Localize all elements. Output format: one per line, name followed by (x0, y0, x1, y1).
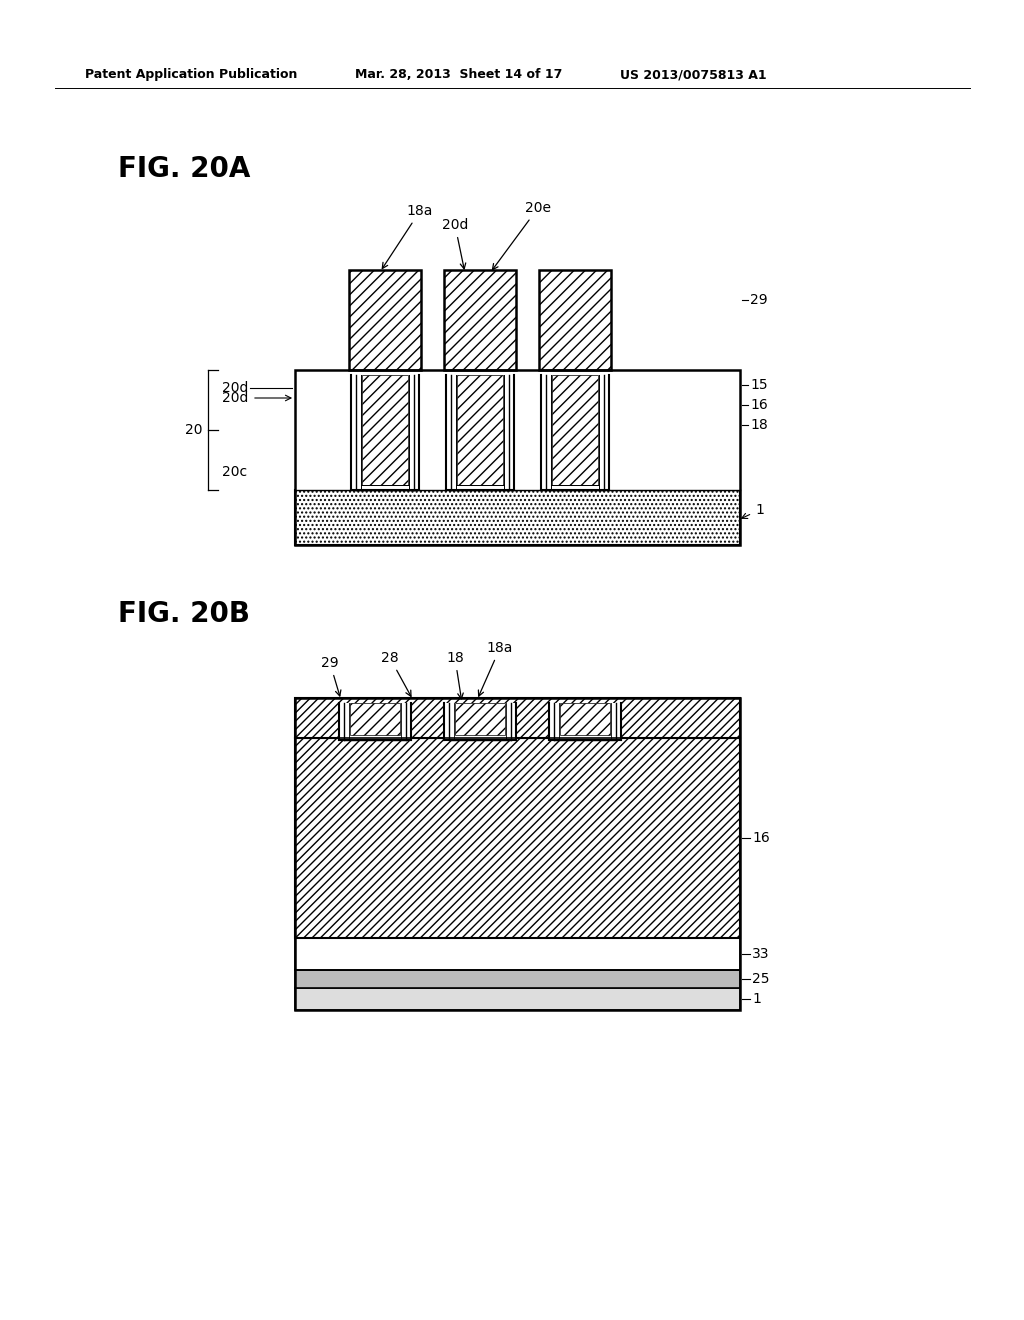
Bar (349, 271, 421, 370)
Bar (351, 375, 419, 490)
Bar (295, 370, 740, 490)
Text: 18a: 18a (478, 642, 513, 696)
Bar (295, 370, 740, 545)
Text: 1: 1 (752, 993, 761, 1006)
Text: 16: 16 (752, 832, 770, 845)
Text: 29: 29 (750, 293, 768, 308)
Bar (560, 704, 610, 735)
Bar (350, 704, 400, 735)
Text: FIG. 20B: FIG. 20B (118, 601, 250, 628)
Bar (541, 375, 609, 490)
Bar (444, 271, 516, 370)
Text: Mar. 28, 2013  Sheet 14 of 17: Mar. 28, 2013 Sheet 14 of 17 (355, 69, 562, 81)
Text: FIG. 20A: FIG. 20A (118, 154, 251, 183)
Bar (549, 704, 621, 741)
Bar (446, 375, 514, 490)
Text: 20e: 20e (493, 201, 551, 269)
Text: 20c: 20c (222, 465, 247, 479)
Bar (455, 704, 505, 735)
Bar (444, 704, 516, 741)
Bar (457, 375, 503, 484)
Bar (295, 490, 740, 545)
Text: 18a: 18a (382, 205, 433, 268)
Text: US 2013/0075813 A1: US 2013/0075813 A1 (620, 69, 767, 81)
Bar (295, 970, 740, 987)
Bar (295, 738, 740, 939)
Bar (339, 704, 411, 741)
Text: 18: 18 (446, 651, 464, 698)
Bar (295, 698, 740, 1010)
Text: 20: 20 (185, 422, 203, 437)
Text: 28: 28 (381, 651, 411, 697)
Text: 20d: 20d (222, 391, 249, 405)
Text: 20d: 20d (221, 381, 248, 395)
Bar (295, 987, 740, 1010)
Bar (362, 375, 408, 484)
Text: 29: 29 (322, 656, 341, 696)
Text: 25: 25 (752, 972, 769, 986)
Text: 1: 1 (741, 503, 764, 519)
Text: 18: 18 (750, 418, 768, 432)
Bar (552, 375, 598, 484)
Text: 15: 15 (750, 378, 768, 392)
Text: 16: 16 (750, 399, 768, 412)
Text: Patent Application Publication: Patent Application Publication (85, 69, 297, 81)
Bar (539, 271, 611, 370)
Bar (295, 698, 740, 738)
Text: 20d: 20d (441, 218, 468, 269)
Bar (295, 939, 740, 970)
Text: 33: 33 (752, 946, 769, 961)
